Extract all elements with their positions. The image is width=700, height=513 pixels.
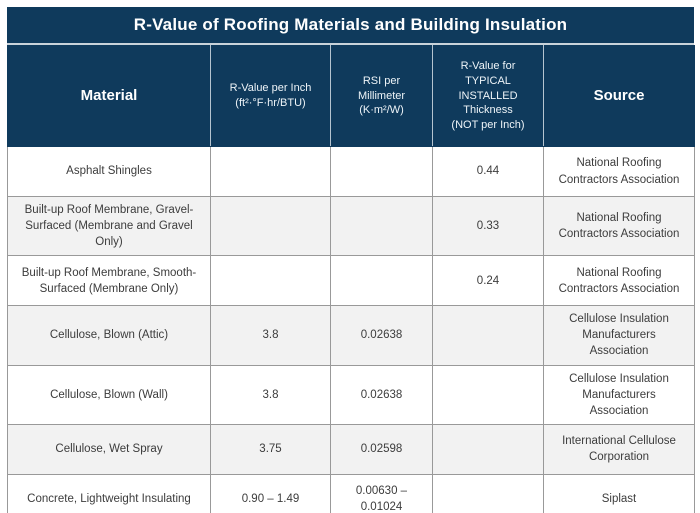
cell-material: Cellulose, Blown (Wall) bbox=[7, 364, 211, 425]
cell-rsi-per-millimeter: 0.02638 bbox=[330, 364, 433, 425]
cell-material: Built-up Roof Membrane, Smooth-Surfaced … bbox=[7, 255, 211, 307]
cell-rsi-per-millimeter: 0.00630 – 0.01024 bbox=[330, 473, 433, 513]
cell-r-value-per-inch bbox=[210, 195, 331, 257]
cell-r-value-installed bbox=[432, 305, 544, 366]
cell-source: National Roofing Contractors Association bbox=[543, 255, 695, 307]
table-title: R-Value of Roofing Materials and Buildin… bbox=[7, 7, 694, 45]
table-row: Cellulose, Wet Spray 3.75 0.02598 Intern… bbox=[7, 423, 695, 475]
cell-material: Cellulose, Blown (Attic) bbox=[7, 305, 211, 366]
cell-r-value-per-inch: 3.8 bbox=[210, 305, 331, 366]
cell-source: Cellulose Insulation Manufacturers Assoc… bbox=[543, 305, 695, 366]
cell-r-value-installed: 0.44 bbox=[432, 146, 544, 197]
cell-r-value-per-inch bbox=[210, 146, 331, 197]
cell-source: National Roofing Contractors Association bbox=[543, 146, 695, 197]
table-row: Asphalt Shingles 0.44 National Roofing C… bbox=[7, 146, 695, 197]
table-body: Asphalt Shingles 0.44 National Roofing C… bbox=[7, 146, 695, 513]
cell-rsi-per-millimeter: 0.02598 bbox=[330, 423, 433, 475]
col-header-source: Source bbox=[543, 45, 695, 147]
cell-r-value-per-inch: 3.75 bbox=[210, 423, 331, 475]
table-row: Built-up Roof Membrane, Smooth-Surfaced … bbox=[7, 255, 695, 307]
cell-r-value-installed: 0.33 bbox=[432, 195, 544, 257]
table-header: Material R-Value per Inch (ft²·°F·hr/BTU… bbox=[7, 45, 695, 147]
cell-material: Built-up Roof Membrane, Gravel-Surfaced … bbox=[7, 195, 211, 257]
table-row: Built-up Roof Membrane, Gravel-Surfaced … bbox=[7, 195, 695, 257]
cell-r-value-installed bbox=[432, 364, 544, 425]
cell-material: Concrete, Lightweight Insulating bbox=[7, 473, 211, 513]
col-header-material: Material bbox=[7, 45, 211, 147]
col-header-r-value-per-inch: R-Value per Inch (ft²·°F·hr/BTU) bbox=[210, 45, 331, 147]
table-row: Cellulose, Blown (Attic) 3.8 0.02638 Cel… bbox=[7, 305, 695, 366]
cell-source: Cellulose Insulation Manufacturers Assoc… bbox=[543, 364, 695, 425]
cell-r-value-installed bbox=[432, 423, 544, 475]
col-header-rsi-per-millimeter: RSI per Millimeter (K·m²/W) bbox=[330, 45, 433, 147]
cell-r-value-installed: 0.24 bbox=[432, 255, 544, 307]
column-header-row: Material R-Value per Inch (ft²·°F·hr/BTU… bbox=[7, 45, 695, 147]
cell-source: National Roofing Contractors Association bbox=[543, 195, 695, 257]
r-value-table: Material R-Value per Inch (ft²·°F·hr/BTU… bbox=[7, 45, 695, 513]
col-header-r-value-installed: R-Value for TYPICAL INSTALLED Thickness … bbox=[432, 45, 544, 147]
cell-source: Siplast bbox=[543, 473, 695, 513]
cell-rsi-per-millimeter: 0.02638 bbox=[330, 305, 433, 366]
cell-source: International Cellulose Corporation bbox=[543, 423, 695, 475]
table-row: Cellulose, Blown (Wall) 3.8 0.02638 Cell… bbox=[7, 364, 695, 425]
cell-r-value-per-inch bbox=[210, 255, 331, 307]
cell-r-value-per-inch: 3.8 bbox=[210, 364, 331, 425]
cell-rsi-per-millimeter bbox=[330, 146, 433, 197]
cell-material: Cellulose, Wet Spray bbox=[7, 423, 211, 475]
cell-rsi-per-millimeter bbox=[330, 255, 433, 307]
cell-r-value-per-inch: 0.90 – 1.49 bbox=[210, 473, 331, 513]
cell-material: Asphalt Shingles bbox=[7, 146, 211, 197]
cell-rsi-per-millimeter bbox=[330, 195, 433, 257]
table-row: Concrete, Lightweight Insulating 0.90 – … bbox=[7, 473, 695, 513]
cell-r-value-installed bbox=[432, 473, 544, 513]
